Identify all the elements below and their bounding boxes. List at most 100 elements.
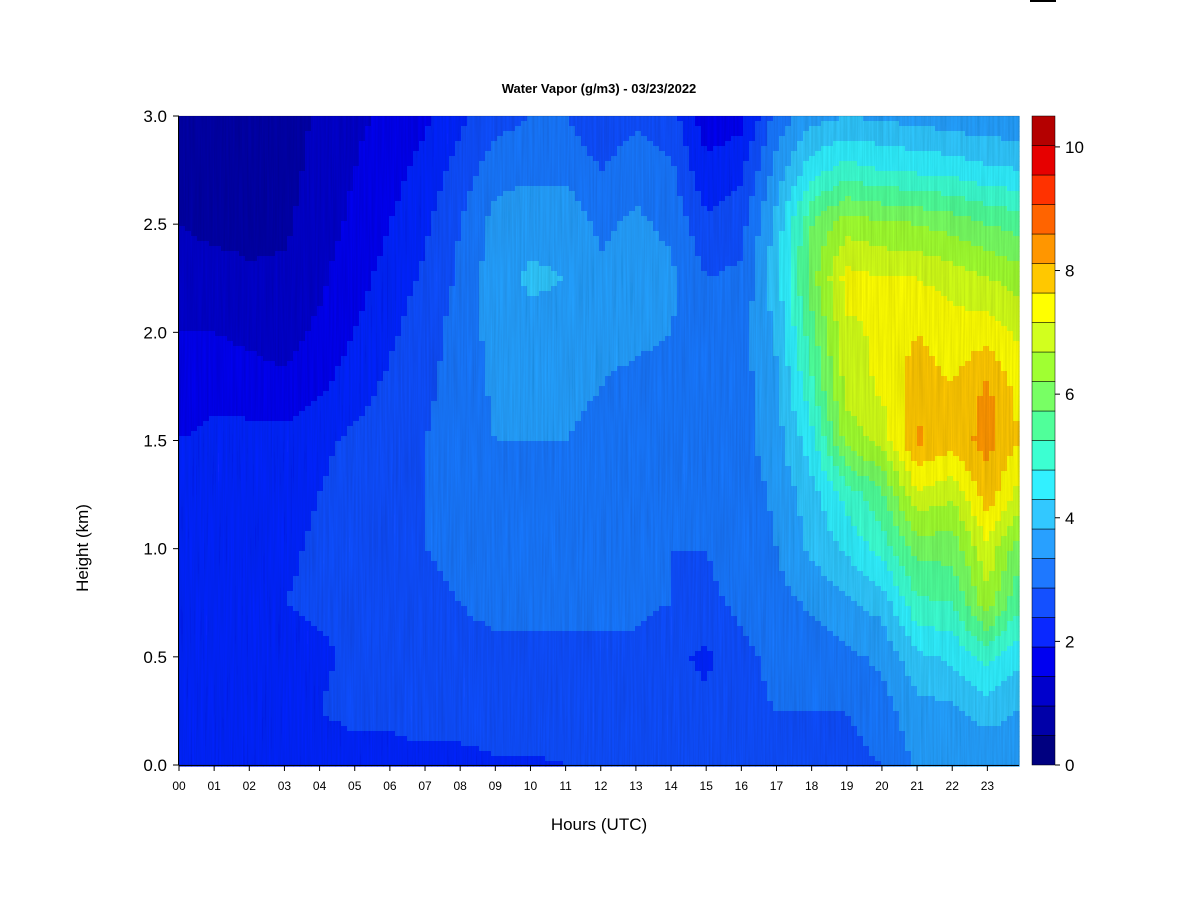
heatmap-cell: [281, 371, 288, 377]
heatmap-cell: [311, 616, 318, 622]
heatmap-cell: [335, 371, 342, 377]
heatmap-cell: [359, 451, 366, 457]
heatmap-cell: [209, 366, 216, 372]
heatmap-cell: [395, 331, 402, 337]
heatmap-cell: [215, 601, 222, 607]
heatmap-cell: [203, 421, 210, 427]
heatmap-cell: [395, 656, 402, 662]
heatmap-cell: [227, 631, 234, 637]
heatmap-cell: [203, 261, 210, 267]
heatmap-cell: [299, 486, 306, 492]
heatmap-cell: [389, 216, 396, 222]
heatmap-cell: [305, 451, 312, 457]
heatmap-cell: [251, 646, 258, 652]
heatmap-cell: [353, 666, 360, 672]
heatmap-cell: [359, 151, 366, 157]
heatmap-cell: [407, 146, 414, 152]
heatmap-cell: [227, 621, 234, 627]
heatmap-cell: [305, 681, 312, 687]
heatmap-cell: [377, 746, 384, 752]
heatmap-cell: [335, 476, 342, 482]
heatmap-cell: [383, 346, 390, 352]
heatmap-cell: [353, 371, 360, 377]
heatmap-cell: [209, 571, 216, 577]
heatmap-cell: [215, 201, 222, 207]
heatmap-cell: [347, 546, 354, 552]
heatmap-cell: [311, 141, 318, 147]
heatmap-cell: [191, 351, 198, 357]
heatmap-cell: [293, 116, 300, 122]
heatmap-cell: [383, 501, 390, 507]
heatmap-cell: [395, 371, 402, 377]
heatmap-cell: [317, 461, 324, 467]
heatmap-cell: [203, 271, 210, 277]
heatmap-cell: [239, 371, 246, 377]
heatmap-cell: [311, 436, 318, 442]
heatmap-cell: [257, 761, 264, 767]
heatmap-cell: [233, 731, 240, 737]
heatmap-cell: [281, 486, 288, 492]
heatmap-cell: [389, 536, 396, 542]
heatmap-cell: [389, 626, 396, 632]
heatmap-cell: [323, 511, 330, 517]
heatmap-cell: [203, 386, 210, 392]
heatmap-cell: [389, 376, 396, 382]
heatmap-cell: [401, 571, 408, 577]
heatmap-cell: [323, 666, 330, 672]
heatmap-cell: [401, 541, 408, 547]
heatmap-cell: [311, 231, 318, 237]
heatmap-cell: [191, 181, 198, 187]
heatmap-cell: [227, 711, 234, 717]
heatmap-cell: [191, 176, 198, 182]
heatmap-cell: [197, 661, 204, 667]
heatmap-cell: [263, 161, 270, 167]
heatmap-cell: [323, 446, 330, 452]
heatmap-cell: [221, 621, 228, 627]
heatmap-cell: [215, 366, 222, 372]
heatmap-cell: [323, 686, 330, 692]
heatmap-cell: [257, 316, 264, 322]
heatmap-cell: [377, 466, 384, 472]
heatmap-cell: [401, 241, 408, 247]
heatmap-cell: [329, 161, 336, 167]
heatmap-cell: [353, 616, 360, 622]
heatmap-cell: [221, 186, 228, 192]
heatmap-cell: [323, 331, 330, 337]
heatmap-cell: [215, 321, 222, 327]
heatmap-cell: [293, 491, 300, 497]
heatmap-cell: [269, 181, 276, 187]
heatmap-cell: [209, 221, 216, 227]
heatmap-cell: [383, 511, 390, 517]
heatmap-cell: [347, 561, 354, 567]
heatmap-cell: [221, 626, 228, 632]
heatmap-cell: [311, 691, 318, 697]
heatmap-cell: [203, 611, 210, 617]
heatmap-cell: [251, 566, 258, 572]
heatmap-cell: [185, 301, 192, 307]
heatmap-cell: [245, 686, 252, 692]
heatmap-cell: [197, 431, 204, 437]
heatmap-cell: [353, 331, 360, 337]
heatmap-cell: [359, 121, 366, 127]
heatmap-cell: [221, 276, 228, 282]
heatmap-cell: [299, 221, 306, 227]
heatmap-cell: [251, 591, 258, 597]
heatmap-cell: [335, 131, 342, 137]
heatmap-cell: [251, 366, 258, 372]
heatmap-cell: [341, 381, 348, 387]
heatmap-cell: [401, 671, 408, 677]
heatmap-cell: [233, 646, 240, 652]
heatmap-cell: [293, 341, 300, 347]
heatmap-cell: [251, 166, 258, 172]
heatmap-cell: [227, 596, 234, 602]
heatmap-cell: [305, 286, 312, 292]
heatmap-cell: [353, 486, 360, 492]
heatmap-cell: [275, 446, 282, 452]
heatmap-cell: [353, 691, 360, 697]
heatmap-cell: [251, 431, 258, 437]
heatmap-cell: [281, 536, 288, 542]
heatmap-cell: [221, 261, 228, 267]
heatmap-cell: [197, 571, 204, 577]
heatmap-cell: [263, 316, 270, 322]
heatmap-cell: [191, 711, 198, 717]
